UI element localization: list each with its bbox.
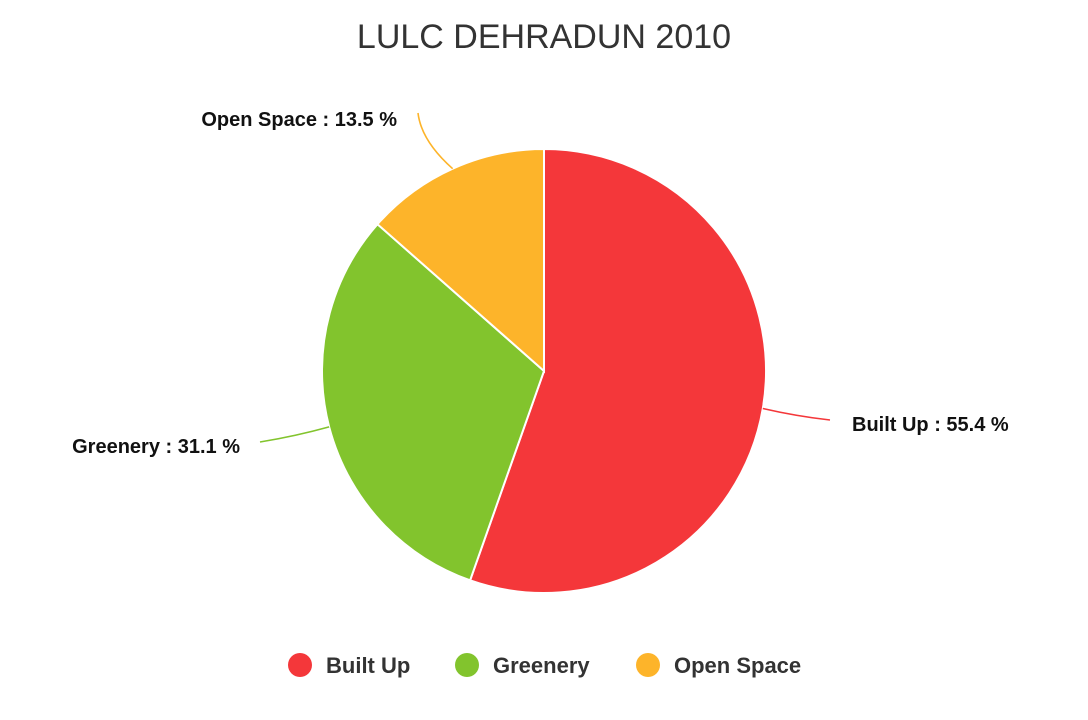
legend-item-greenery[interactable]: Greenery — [455, 653, 590, 678]
leader-lines — [259, 112, 831, 443]
legend-swatch-greenery — [455, 653, 479, 677]
leader-line-open-space — [417, 112, 454, 170]
legend-item-open-space[interactable]: Open Space — [636, 653, 801, 678]
pie-slices — [321, 147, 767, 594]
slice-label-greenery: Greenery : 31.1 % — [72, 436, 240, 458]
slice-label-built-up: Built Up : 55.4 % — [852, 414, 1009, 436]
pie-slice-greenery — [321, 222, 546, 582]
chart-title: LULC DEHRADUN 2010 — [357, 18, 731, 56]
leader-line-greenery — [259, 426, 330, 443]
legend: Built Up Greenery Open Space — [288, 653, 801, 678]
legend-swatch-open-space — [636, 653, 660, 677]
legend-label-open-space: Open Space — [674, 653, 801, 678]
slice-labels: Built Up : 55.4 % Greenery : 31.1 % Open S… — [72, 109, 1009, 458]
leader-line-built-up — [762, 407, 831, 421]
legend-swatch-built-up — [288, 653, 312, 677]
slice-label-open-space: Open Space : 13.5 % — [201, 109, 397, 131]
legend-label-built-up: Built Up — [326, 653, 410, 678]
legend-item-built-up[interactable]: Built Up — [288, 653, 410, 678]
legend-label-greenery: Greenery — [493, 653, 590, 678]
